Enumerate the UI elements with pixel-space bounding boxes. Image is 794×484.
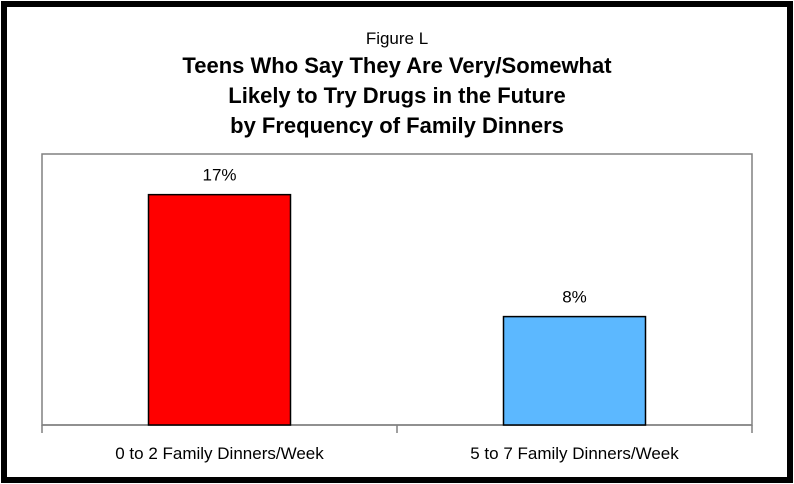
data-label-1: 17% bbox=[202, 166, 236, 185]
x-tick-label-2: 5 to 7 Family Dinners/Week bbox=[470, 444, 679, 463]
chart-title-line-1: Teens Who Say They Are Very/Somewhat bbox=[182, 53, 612, 78]
chart-title-line-3: by Frequency of Family Dinners bbox=[230, 113, 564, 138]
data-label-2: 8% bbox=[562, 288, 587, 307]
chart-title-line-2: Likely to Try Drugs in the Future bbox=[228, 83, 565, 108]
figure-label: Figure L bbox=[366, 29, 428, 48]
bar-2 bbox=[502, 315, 647, 426]
chart-marks: 17% 0 to 2 Family Dinners/Week 8% 5 to 7 Fa… bbox=[41, 166, 753, 463]
bar-1 bbox=[147, 193, 292, 426]
x-tick-label-1: 0 to 2 Family Dinners/Week bbox=[115, 444, 324, 463]
